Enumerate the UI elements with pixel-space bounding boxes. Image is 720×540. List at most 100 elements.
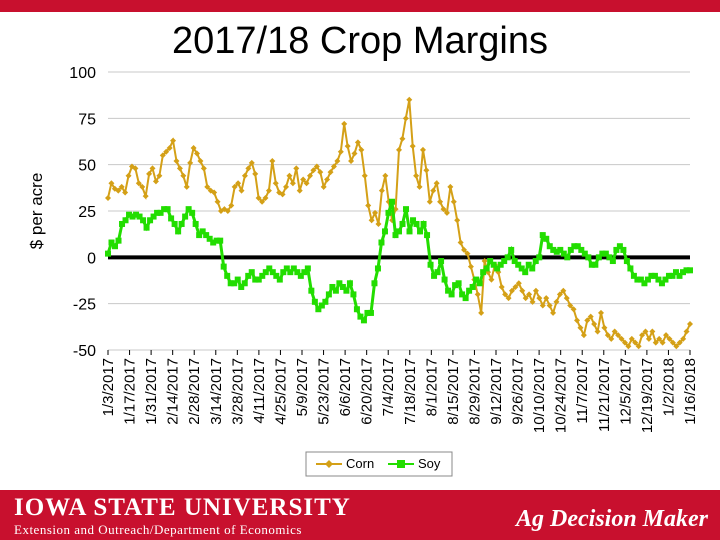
data-point xyxy=(334,157,341,164)
data-point xyxy=(662,276,669,283)
data-point xyxy=(588,261,595,268)
data-point xyxy=(522,269,529,276)
data-point xyxy=(448,291,455,298)
data-point xyxy=(245,165,252,172)
data-point xyxy=(122,189,129,196)
data-point xyxy=(248,159,255,166)
chart-title: 2017/18 Crop Margins xyxy=(172,20,548,62)
data-point xyxy=(372,209,379,216)
data-point xyxy=(269,269,276,276)
crop-margins-chart: 100 75 50 25 0 -25 -50 1/3/2017 1/17/2017 1/31/2… xyxy=(27,65,699,477)
data-point xyxy=(427,261,434,268)
data-point xyxy=(508,246,515,253)
top-accent-bar xyxy=(0,0,720,12)
data-point xyxy=(584,317,591,324)
x-tick-label: 1/17/2017 xyxy=(122,358,139,425)
data-point xyxy=(341,120,348,127)
data-point xyxy=(368,217,375,224)
data-point xyxy=(132,165,139,172)
data-point xyxy=(252,170,259,177)
data-point xyxy=(171,220,178,227)
data-point xyxy=(511,258,518,265)
data-point xyxy=(570,306,577,313)
data-point xyxy=(294,269,301,276)
data-point xyxy=(613,246,620,253)
data-point xyxy=(276,276,283,283)
data-point xyxy=(381,228,388,235)
data-point xyxy=(199,228,206,235)
data-point xyxy=(173,157,180,164)
x-tick-label: 8/15/2017 xyxy=(445,358,462,425)
x-tick-label: 4/11/2017 xyxy=(251,358,268,424)
y-tick-label: -50 xyxy=(73,343,96,360)
data-point xyxy=(197,157,204,164)
data-point xyxy=(164,206,171,213)
data-point xyxy=(348,157,355,164)
data-point xyxy=(320,183,327,190)
data-point xyxy=(396,228,402,235)
series-lines xyxy=(105,96,693,350)
data-point xyxy=(265,187,272,194)
data-point xyxy=(339,283,346,290)
data-point xyxy=(315,306,322,313)
data-point xyxy=(329,283,336,290)
x-tick-label: 5/23/2017 xyxy=(316,358,333,425)
data-point xyxy=(488,276,495,283)
data-point xyxy=(224,272,231,279)
data-point xyxy=(231,280,238,287)
data-point xyxy=(168,215,175,222)
data-point xyxy=(648,272,655,279)
data-point xyxy=(618,335,625,342)
data-point xyxy=(518,265,525,272)
data-point xyxy=(595,254,602,261)
data-point xyxy=(683,328,690,335)
data-point xyxy=(498,283,505,290)
legend-entry-soy: Soy xyxy=(388,456,441,471)
data-point xyxy=(672,269,679,276)
data-point xyxy=(459,291,466,298)
data-point xyxy=(125,172,132,179)
data-point xyxy=(556,291,563,298)
data-point xyxy=(529,265,536,272)
data-point xyxy=(344,143,351,150)
data-point xyxy=(606,254,613,261)
data-point xyxy=(143,224,150,231)
data-point xyxy=(190,144,197,151)
data-point xyxy=(536,254,543,261)
x-tick-label: 6/20/2017 xyxy=(359,358,376,425)
data-point xyxy=(641,280,648,287)
data-point xyxy=(203,232,210,239)
data-point xyxy=(455,280,462,287)
data-point xyxy=(406,228,413,235)
data-point xyxy=(599,250,606,257)
data-point xyxy=(266,265,273,272)
x-tick-label: 1/3/2017 xyxy=(100,358,117,416)
data-point xyxy=(532,258,539,265)
data-point xyxy=(673,343,680,350)
data-point xyxy=(317,169,324,176)
y-tick-label: 100 xyxy=(69,65,96,82)
legend-entry-corn: Corn xyxy=(316,456,374,471)
data-point xyxy=(136,213,143,220)
data-point xyxy=(185,206,192,213)
data-point xyxy=(634,276,641,283)
data-point xyxy=(139,183,146,190)
data-point xyxy=(620,246,627,253)
data-point xyxy=(515,261,522,268)
data-point xyxy=(438,258,445,265)
data-point xyxy=(621,339,628,346)
data-point xyxy=(581,250,588,257)
data-point xyxy=(133,211,140,218)
data-point xyxy=(313,163,320,170)
data-point xyxy=(280,269,287,276)
data-point xyxy=(330,163,337,170)
data-point xyxy=(454,217,461,224)
x-tick-label: 7/4/2017 xyxy=(380,358,397,416)
data-point xyxy=(505,295,512,302)
data-point xyxy=(487,258,494,265)
data-point xyxy=(628,335,635,342)
data-point xyxy=(357,313,364,320)
data-point xyxy=(210,239,217,246)
data-point xyxy=(623,258,630,265)
data-point xyxy=(304,265,311,272)
